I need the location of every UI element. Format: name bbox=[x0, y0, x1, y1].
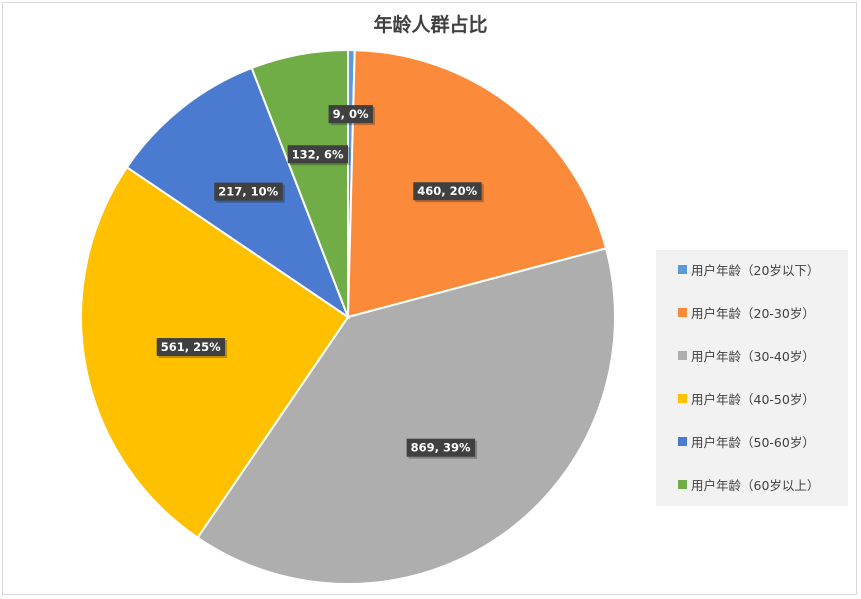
legend-item: 用户年龄（60岁以上） bbox=[678, 474, 819, 494]
chart-legend: 用户年龄（20岁以下） 用户年龄（20-30岁） 用户年龄（30-40岁） 用户年龄（… bbox=[656, 250, 848, 506]
legend-swatch bbox=[678, 264, 687, 274]
label-background bbox=[328, 105, 373, 124]
label-background bbox=[413, 182, 482, 201]
slice-data-label: 217, 10% bbox=[214, 182, 285, 203]
legend-swatch bbox=[678, 479, 687, 489]
legend-item: 用户年龄（20岁以下） bbox=[678, 259, 819, 279]
legend-swatch bbox=[678, 307, 687, 317]
slice-data-label: 9, 0% bbox=[328, 105, 375, 126]
slice-label-text: 9, 0% bbox=[333, 107, 369, 121]
slice-label-text: 460, 20% bbox=[417, 184, 477, 198]
label-background bbox=[406, 438, 476, 457]
label-background bbox=[214, 182, 283, 201]
label-background bbox=[156, 338, 226, 357]
slice-label-text: 869, 39% bbox=[411, 441, 471, 455]
slice-label-text: 132, 6% bbox=[292, 147, 344, 161]
slice-data-label: 460, 20% bbox=[413, 182, 484, 203]
slice-data-label: 561, 25% bbox=[156, 338, 228, 359]
slice-data-label: 132, 6% bbox=[287, 145, 351, 166]
chart-title: 年龄人群占比 bbox=[373, 14, 488, 36]
legend-label: 用户年龄（30-40岁） bbox=[691, 348, 815, 364]
legend-item: 用户年龄（20-30岁） bbox=[678, 302, 815, 322]
label-background bbox=[287, 145, 349, 164]
legend-label: 用户年龄（50-60岁） bbox=[691, 434, 815, 450]
legend-label: 用户年龄（20-30岁） bbox=[691, 305, 815, 321]
legend-item: 用户年龄（30-40岁） bbox=[678, 345, 815, 365]
legend-swatch bbox=[678, 393, 687, 403]
pie-slice bbox=[196, 247, 616, 585]
legend-swatch bbox=[678, 350, 687, 360]
slice-label-text: 561, 25% bbox=[161, 340, 221, 354]
legend-item: 用户年龄（50-60岁） bbox=[678, 431, 815, 451]
legend-label: 用户年龄（40-50岁） bbox=[691, 391, 815, 407]
legend-swatch bbox=[678, 436, 687, 446]
legend-item: 用户年龄（40-50岁） bbox=[678, 388, 815, 408]
pie-slice bbox=[250, 48, 349, 318]
legend-label: 用户年龄（20岁以下） bbox=[691, 262, 820, 278]
slice-data-label: 869, 39% bbox=[406, 438, 478, 459]
legend-label: 用户年龄（60岁以上） bbox=[691, 477, 820, 493]
slice-label-text: 217, 10% bbox=[218, 185, 278, 199]
